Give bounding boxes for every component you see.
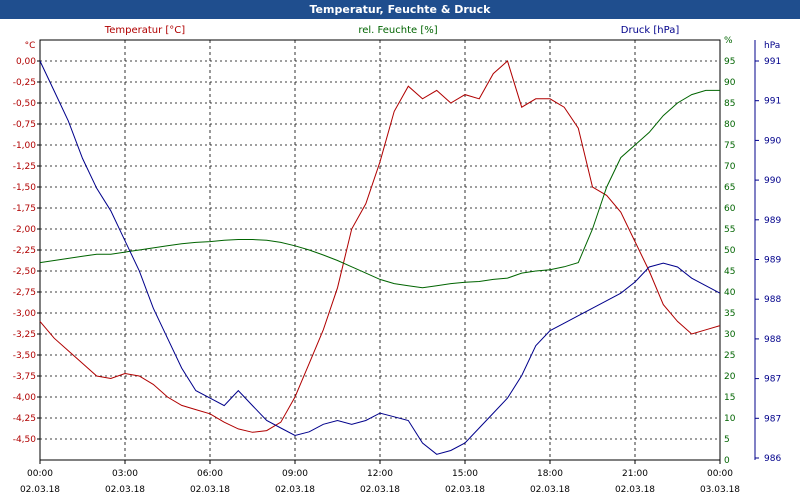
x-tick-time: 03:00 xyxy=(112,469,138,479)
pressure-tick-label: 987 xyxy=(764,375,781,385)
pressure-tick-label: 988 xyxy=(764,335,781,345)
temperature-tick-label: -0,75 xyxy=(13,120,36,130)
temperature-tick-label: -2,50 xyxy=(13,267,37,277)
temperature-tick-label: -2,00 xyxy=(13,225,37,235)
humidity-tick-label: 70 xyxy=(724,162,736,172)
pressure-tick-label: 986 xyxy=(764,454,781,464)
x-tick-time: 06:00 xyxy=(197,469,223,479)
x-tick-date: 02.03.18 xyxy=(360,485,400,495)
pressure-tick-label: 990 xyxy=(764,176,781,186)
humidity-tick-label: 55 xyxy=(724,225,735,235)
temperature-tick-label: -3,25 xyxy=(13,330,36,340)
humidity-tick-label: 85 xyxy=(724,99,735,109)
pressure-axis-title: Druck [hPa] xyxy=(621,25,680,36)
temperature-tick-label: -2,25 xyxy=(13,246,36,256)
humidity-tick-label: 0 xyxy=(724,456,730,466)
pressure-tick-label: 991 xyxy=(764,97,781,107)
x-tick-time: 09:00 xyxy=(282,469,308,479)
x-tick-date: 02.03.18 xyxy=(190,485,230,495)
chart-title: Temperatur, Feuchte & Druck xyxy=(0,0,800,19)
humidity-tick-label: 15 xyxy=(724,393,735,403)
temperature-tick-label: -1,00 xyxy=(13,141,37,151)
humidity-tick-label: % xyxy=(724,36,733,46)
humidity-axis-title: rel. Feuchte [%] xyxy=(358,25,437,36)
x-tick-time: 15:00 xyxy=(452,469,478,479)
pressure-tick-label: 991 xyxy=(764,57,781,67)
humidity-tick-label: 95 xyxy=(724,57,735,67)
x-tick-date: 02.03.18 xyxy=(20,485,60,495)
temperature-tick-label: -1,25 xyxy=(13,162,36,172)
humidity-tick-label: 35 xyxy=(724,309,735,319)
humidity-tick-label: 5 xyxy=(724,435,730,445)
temperature-tick-label: -4,50 xyxy=(13,435,37,445)
humidity-tick-label: 65 xyxy=(724,183,735,193)
humidity-tick-label: 50 xyxy=(724,246,736,256)
x-tick-date: 02.03.18 xyxy=(275,485,315,495)
x-tick-time: 12:00 xyxy=(367,469,393,479)
x-tick-date: 02.03.18 xyxy=(530,485,570,495)
humidity-tick-label: 10 xyxy=(724,414,736,424)
pressure-tick-label: 990 xyxy=(764,136,781,146)
pressure-tick-label: 987 xyxy=(764,414,781,424)
temperature-tick-label: -4,00 xyxy=(13,393,37,403)
temperature-tick-label: -3,00 xyxy=(13,309,37,319)
humidity-tick-label: 20 xyxy=(724,372,736,382)
x-tick-date: 03.03.18 xyxy=(700,485,740,495)
humidity-tick-label: 90 xyxy=(724,78,736,88)
temperature-tick-label: -2,75 xyxy=(13,288,36,298)
humidity-tick-label: 75 xyxy=(724,141,735,151)
humidity-tick-label: 25 xyxy=(724,351,735,361)
temperature-tick-label: -0,50 xyxy=(13,99,37,109)
temperature-tick-label: -1,50 xyxy=(13,183,37,193)
humidity-tick-label: 30 xyxy=(724,330,736,340)
humidity-tick-label: 40 xyxy=(724,288,736,298)
temperature-tick-label: -3,50 xyxy=(13,351,37,361)
x-tick-time: 00:00 xyxy=(707,469,733,479)
temperature-tick-label: -4,25 xyxy=(13,414,36,424)
series-line-humidity xyxy=(39,89,720,289)
temperature-tick-label: -3,75 xyxy=(13,372,36,382)
x-tick-date: 02.03.18 xyxy=(615,485,655,495)
pressure-tick-label: 988 xyxy=(764,295,781,305)
x-tick-date: 02.03.18 xyxy=(445,485,485,495)
temperature-tick-label: -1,75 xyxy=(13,204,36,214)
temperature-axis-title: Temperatur [°C] xyxy=(104,25,185,36)
series-line-temperature xyxy=(39,60,721,433)
x-tick-time: 21:00 xyxy=(622,469,648,479)
humidity-tick-label: 80 xyxy=(724,120,736,130)
x-tick-time: 00:00 xyxy=(27,469,53,479)
x-tick-time: 18:00 xyxy=(537,469,563,479)
series-line-pressure xyxy=(39,60,721,455)
pressure-tick-label: 989 xyxy=(764,256,781,266)
humidity-tick-label: 45 xyxy=(724,267,735,277)
pressure-unit-label: hPa xyxy=(764,41,780,51)
x-tick-date: 02.03.18 xyxy=(105,485,145,495)
pressure-tick-label: 989 xyxy=(764,216,781,226)
temperature-unit-label: °C xyxy=(25,41,36,51)
humidity-tick-label: 60 xyxy=(724,204,736,214)
temperature-tick-label: -0,25 xyxy=(13,78,36,88)
temperature-tick-label: 0,00 xyxy=(16,57,36,67)
